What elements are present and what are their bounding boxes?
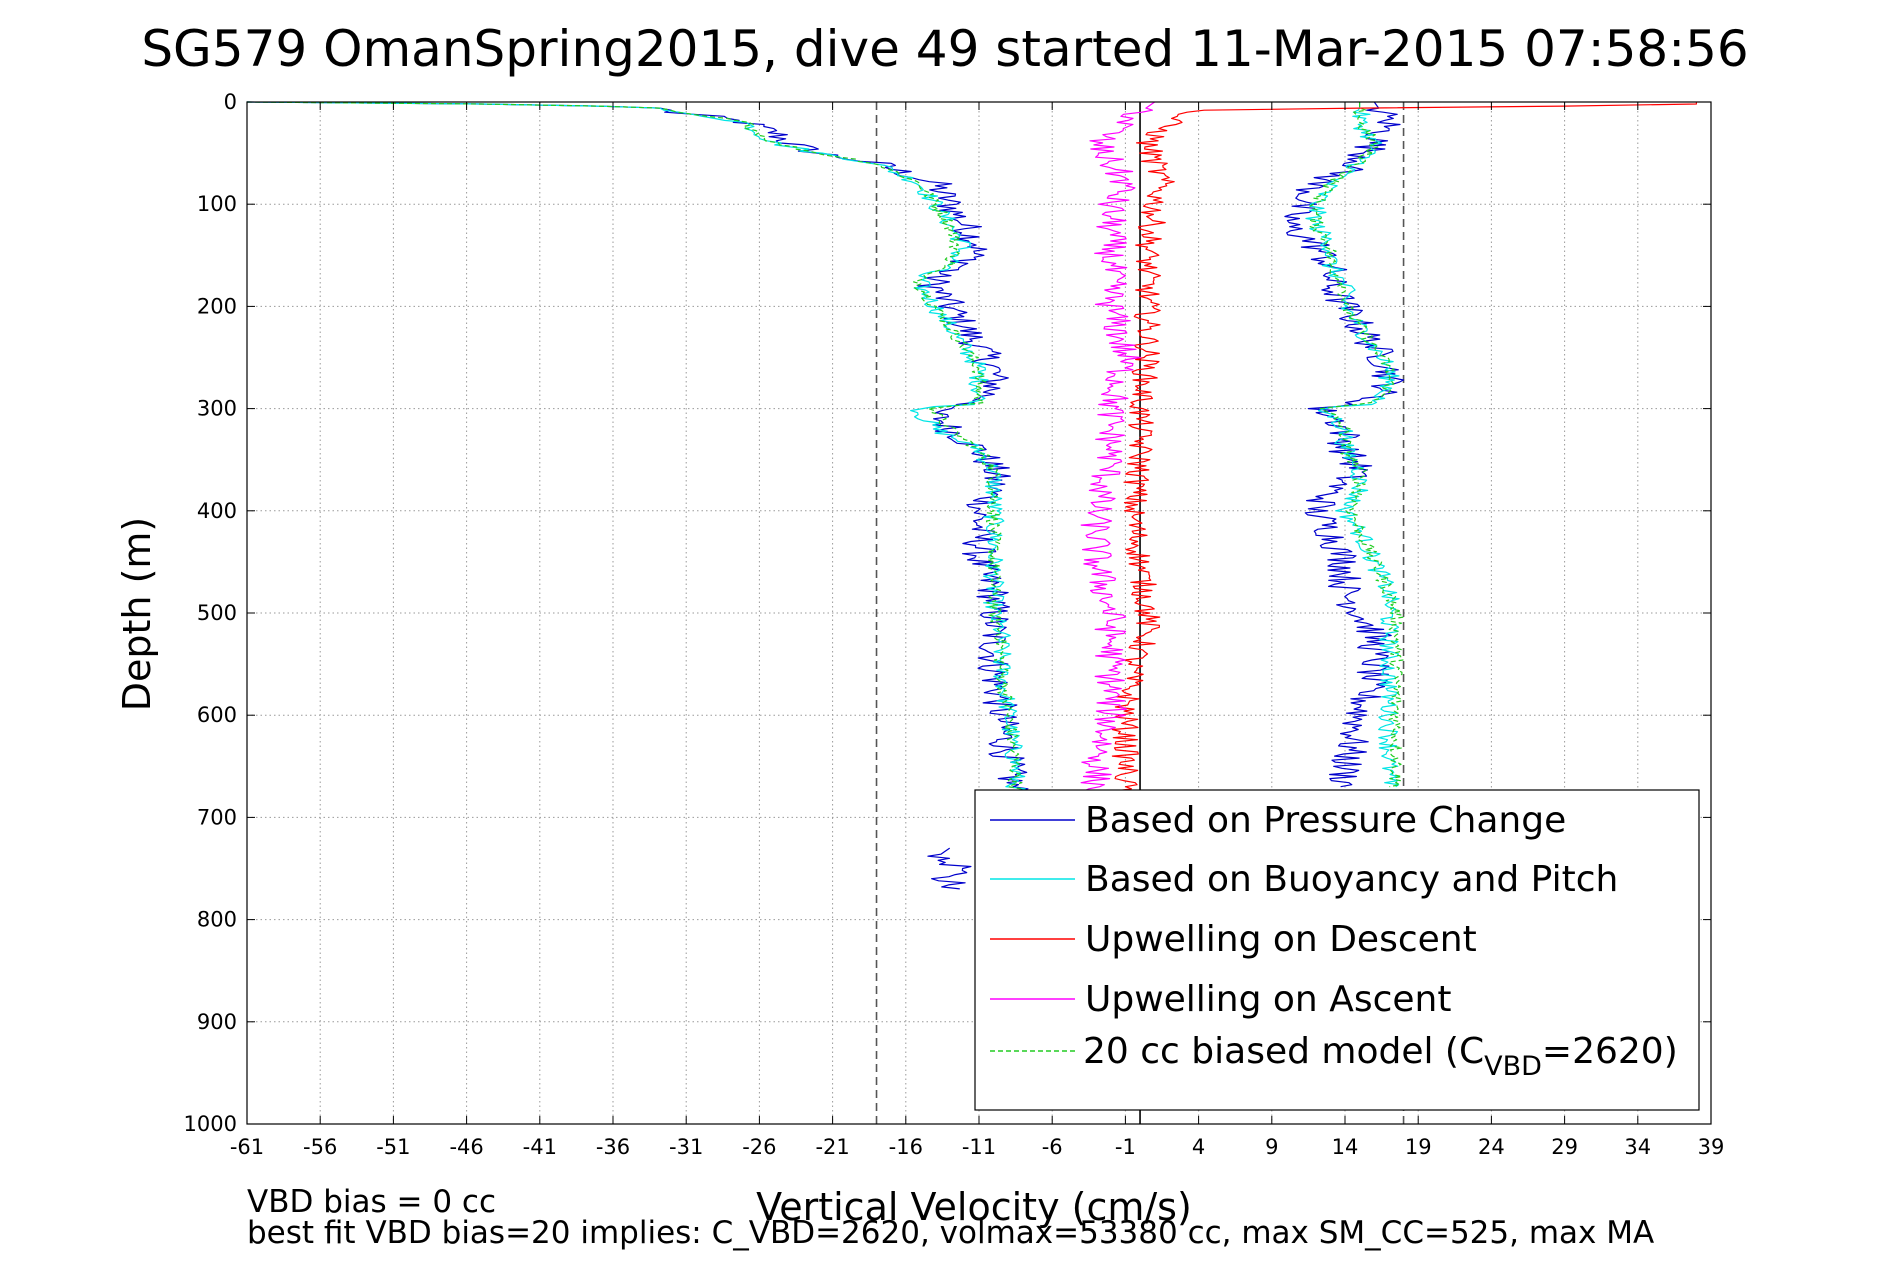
- series-pressure_descent_deep: [927, 847, 972, 890]
- vbd-bias-note: VBD bias = 0 cc: [247, 1184, 496, 1220]
- legend: Based on Pressure Change Based on Buoyanc…: [974, 789, 1700, 1111]
- y-axis-label: Depth (m): [115, 517, 159, 712]
- legend-box: [974, 789, 1700, 1111]
- series-model_descent: [246, 101, 1023, 798]
- x-tick-label: 4: [1192, 1135, 1205, 1159]
- x-tick-label: -21: [815, 1135, 849, 1159]
- y-tick-label: 300: [197, 397, 237, 421]
- y-tick-label: 700: [197, 805, 237, 829]
- x-tick-label: -26: [742, 1135, 776, 1159]
- x-tick-label: 29: [1551, 1135, 1578, 1159]
- x-tick-label: 24: [1478, 1135, 1505, 1159]
- y-tick-label: 0: [224, 90, 237, 114]
- x-tick-label: 14: [1332, 1135, 1359, 1159]
- legend-label: 20 cc biased model (CVBD=2620): [1083, 1031, 1678, 1082]
- series-pressure_descent: [246, 101, 1029, 798]
- legend-label-prefix: 20 cc biased model (C: [1083, 1031, 1484, 1072]
- x-tick-label: -36: [596, 1135, 630, 1159]
- x-tick-label: -56: [303, 1135, 337, 1159]
- x-tick-label: -1: [1115, 1135, 1136, 1159]
- data-series: [246, 101, 1698, 890]
- x-tick-label: 9: [1265, 1135, 1278, 1159]
- y-tick-label: 400: [197, 499, 237, 523]
- y-tick-label: 800: [197, 908, 237, 932]
- y-tick-label: 600: [197, 703, 237, 727]
- x-tick-label: -6: [1042, 1135, 1063, 1159]
- x-tick-label: -11: [962, 1135, 996, 1159]
- x-tick-label: -61: [230, 1135, 264, 1159]
- y-tick-label: 900: [197, 1010, 237, 1034]
- series-model_ascent: [1308, 102, 1405, 788]
- y-tick-label: 1000: [184, 1112, 237, 1136]
- x-tick-label: -41: [523, 1135, 557, 1159]
- axis-ticks: [246, 101, 1712, 1125]
- x-tick-label: 19: [1405, 1135, 1432, 1159]
- best-fit-note: best fit VBD bias=20 implies: C_VBD=2620…: [247, 1215, 1654, 1251]
- legend-label: Based on Buoyancy and Pitch: [1085, 859, 1618, 900]
- x-tick-label: -46: [449, 1135, 483, 1159]
- x-tick-label: -51: [376, 1135, 410, 1159]
- y-tick-label: 200: [197, 294, 237, 318]
- series-buoyancy_ascent: [1305, 102, 1400, 788]
- legend-label: Upwelling on Ascent: [1085, 979, 1451, 1020]
- x-tick-label: 34: [1624, 1135, 1651, 1159]
- legend-label: Upwelling on Descent: [1085, 919, 1477, 960]
- x-tick-label: 39: [1698, 1135, 1725, 1159]
- series-buoyancy_descent: [246, 101, 1026, 798]
- x-tick-label: -16: [889, 1135, 923, 1159]
- x-tick-label: -31: [669, 1135, 703, 1159]
- legend-label-suffix: =2620): [1542, 1031, 1678, 1072]
- y-tick-label: 500: [197, 601, 237, 625]
- legend-label: Based on Pressure Change: [1085, 800, 1566, 841]
- series-upwelling_ascent: [1080, 101, 1156, 798]
- x-axis-label: Vertical Velocity (cm/s): [756, 1185, 1192, 1229]
- chart-title: SG579 OmanSpring2015, dive 49 started 11…: [141, 20, 1748, 78]
- series-upwelling_descent: [1111, 102, 1698, 798]
- axis-tick-labels: -61 -56 -51 -46 -41 -36 -31 -26 -21 -16 -11 -6 -1 4 9 1…: [184, 90, 1725, 1159]
- series-pressure_ascent: [1284, 101, 1405, 788]
- legend-label-subscript: VBD: [1484, 1051, 1542, 1082]
- y-tick-label: 100: [197, 192, 237, 216]
